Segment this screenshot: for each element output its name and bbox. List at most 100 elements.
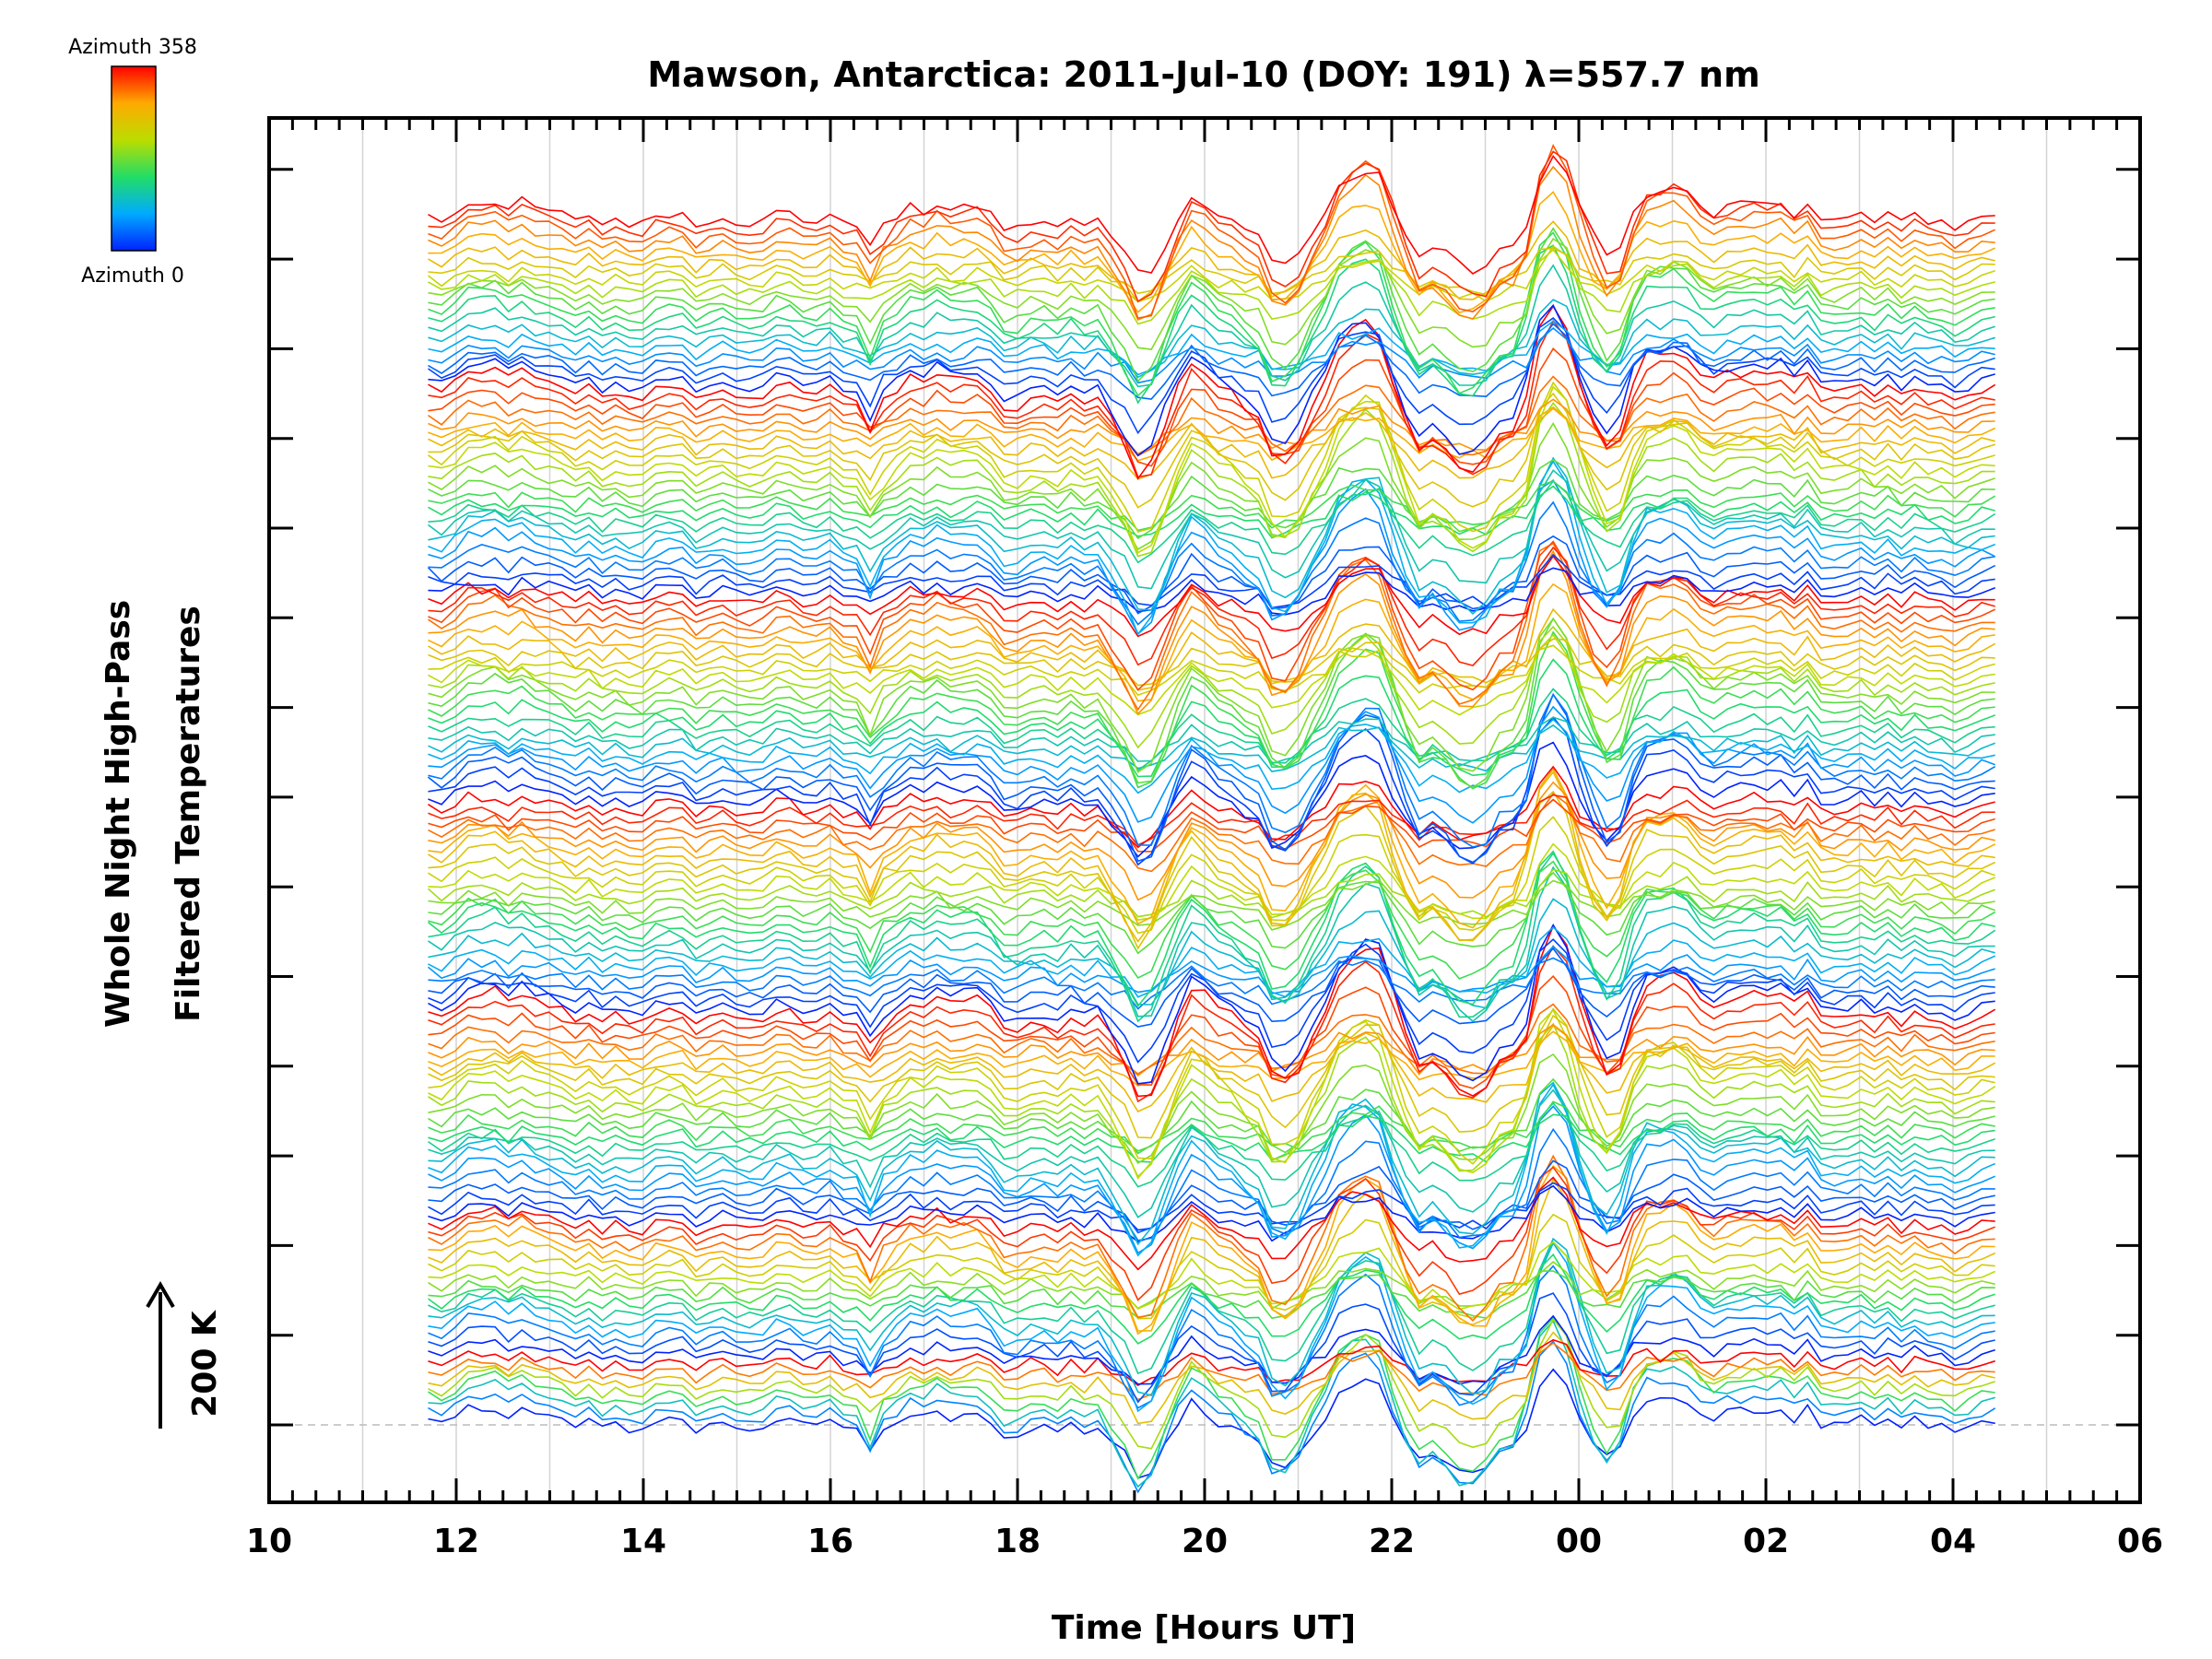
temperature-trace [428, 878, 1995, 931]
temperature-trace [428, 1083, 1996, 1257]
temperature-trace [428, 347, 1995, 467]
temperature-trace [427, 535, 1996, 615]
temperature-trace [428, 1338, 1995, 1386]
scale-label: 200 K [186, 1310, 224, 1418]
temperature-trace [428, 1113, 1995, 1163]
temperature-trace [428, 798, 1995, 853]
temperature-trace [428, 1340, 1996, 1494]
temperature-trace [428, 617, 1995, 789]
temperature-trace [428, 693, 1996, 848]
temperature-trace [428, 1030, 1995, 1087]
temperature-trace [428, 715, 1995, 866]
temperature-trace [428, 924, 1996, 1098]
temperature-trace [428, 705, 1995, 824]
temperature-trace [428, 1182, 1995, 1232]
temperature-trace [428, 549, 1995, 716]
series-lines [427, 144, 1996, 1494]
temperature-trace [428, 478, 1996, 636]
temperature-trace [428, 947, 1995, 1028]
temperature-trace [428, 1022, 1995, 1178]
temperature-trace [428, 945, 1995, 1103]
colorbar-bottom-label: Azimuth 0 [81, 265, 184, 288]
temperature-trace [428, 1007, 1995, 1165]
temperature-trace [428, 842, 1996, 922]
x-tick-label: 10 [246, 1523, 292, 1560]
temperature-trace [428, 1105, 1996, 1254]
temperature-trace [428, 326, 1995, 384]
temperature-trace [428, 304, 1996, 480]
temperature-trace [428, 957, 1995, 1010]
temperature-trace [428, 1081, 1995, 1246]
y-axis-label-line2: Filtered Temperatures [170, 606, 207, 1022]
temperature-trace [428, 540, 1996, 691]
temperature-trace [428, 542, 1995, 712]
scale-arrow [146, 1281, 175, 1429]
temperature-trace [428, 724, 1995, 772]
temperature-trace [428, 154, 1995, 275]
temperature-trace [428, 220, 1995, 303]
temperature-trace [428, 1319, 1995, 1488]
temperature-trace [428, 792, 1995, 873]
temperature-trace [428, 1003, 1995, 1076]
temperature-trace [428, 231, 1995, 397]
temperature-trace [428, 1314, 1995, 1385]
temperature-trace [428, 237, 1995, 350]
temperature-trace [427, 692, 1995, 864]
temperature-trace [428, 923, 1995, 1085]
temperature-trace [428, 1176, 1995, 1271]
temperature-trace [428, 638, 1995, 687]
temperature-trace [428, 790, 1996, 950]
temperature-trace [428, 398, 1995, 455]
temperature-trace [428, 460, 1995, 636]
temperature-trace [428, 1024, 1996, 1113]
temperature-trace [428, 816, 1995, 935]
temperature-trace [428, 567, 1995, 616]
temperature-trace [428, 926, 1996, 998]
temperature-trace [428, 718, 1995, 794]
x-tick-labels: 10 12 14 16 18 20 22 00 02 04 06 [246, 1523, 2163, 1560]
temperature-trace [428, 458, 1995, 540]
temperature-trace [428, 144, 1996, 320]
temperature-trace [428, 500, 1995, 626]
temperature-trace [428, 320, 1995, 376]
temperature-trace [428, 469, 1995, 590]
temperature-trace [428, 317, 1995, 435]
temperature-trace [428, 765, 1995, 849]
temperature-trace [428, 165, 1995, 322]
temperature-trace [428, 1164, 1995, 1335]
temperature-trace [428, 1101, 1995, 1188]
temperature-trace [428, 1253, 1995, 1345]
temperature-trace [428, 1261, 1995, 1310]
temperature-trace [428, 1331, 1995, 1425]
temperature-trace [428, 248, 1995, 303]
x-tick-label: 18 [994, 1523, 1041, 1560]
temperature-trace [428, 1177, 1996, 1332]
plot-frame [267, 116, 2142, 1504]
temperature-trace [428, 1241, 1995, 1413]
temperature-trace [428, 227, 1995, 383]
temperature-trace [428, 1318, 1995, 1450]
temperature-trace [428, 1166, 1995, 1301]
temperature-trace [428, 1154, 1995, 1323]
temperature-trace [428, 633, 1995, 716]
temperature-trace [428, 607, 1996, 691]
temperature-trace [428, 485, 1995, 539]
temperature-trace [428, 975, 1995, 1089]
x-axis-label: Time [Hours UT] [1052, 1609, 1356, 1647]
x-tick-label: 22 [1369, 1523, 1415, 1560]
x-tick-label: 06 [2117, 1523, 2163, 1560]
temperature-trace [428, 303, 1995, 457]
temperature-trace [428, 1077, 1995, 1154]
temperature-trace [428, 630, 1995, 790]
temperature-trace [428, 1241, 1996, 1311]
temperature-trace [428, 1342, 1995, 1401]
temperature-trace [428, 1023, 1995, 1077]
temperature-trace [428, 1237, 1995, 1396]
x-tick-label: 14 [620, 1523, 666, 1560]
temperature-trace [428, 1213, 1995, 1320]
temperature-trace [428, 150, 1995, 303]
temperature-trace [428, 319, 1995, 478]
temperature-trace [428, 1184, 1995, 1243]
temperature-trace [428, 1159, 1995, 1234]
